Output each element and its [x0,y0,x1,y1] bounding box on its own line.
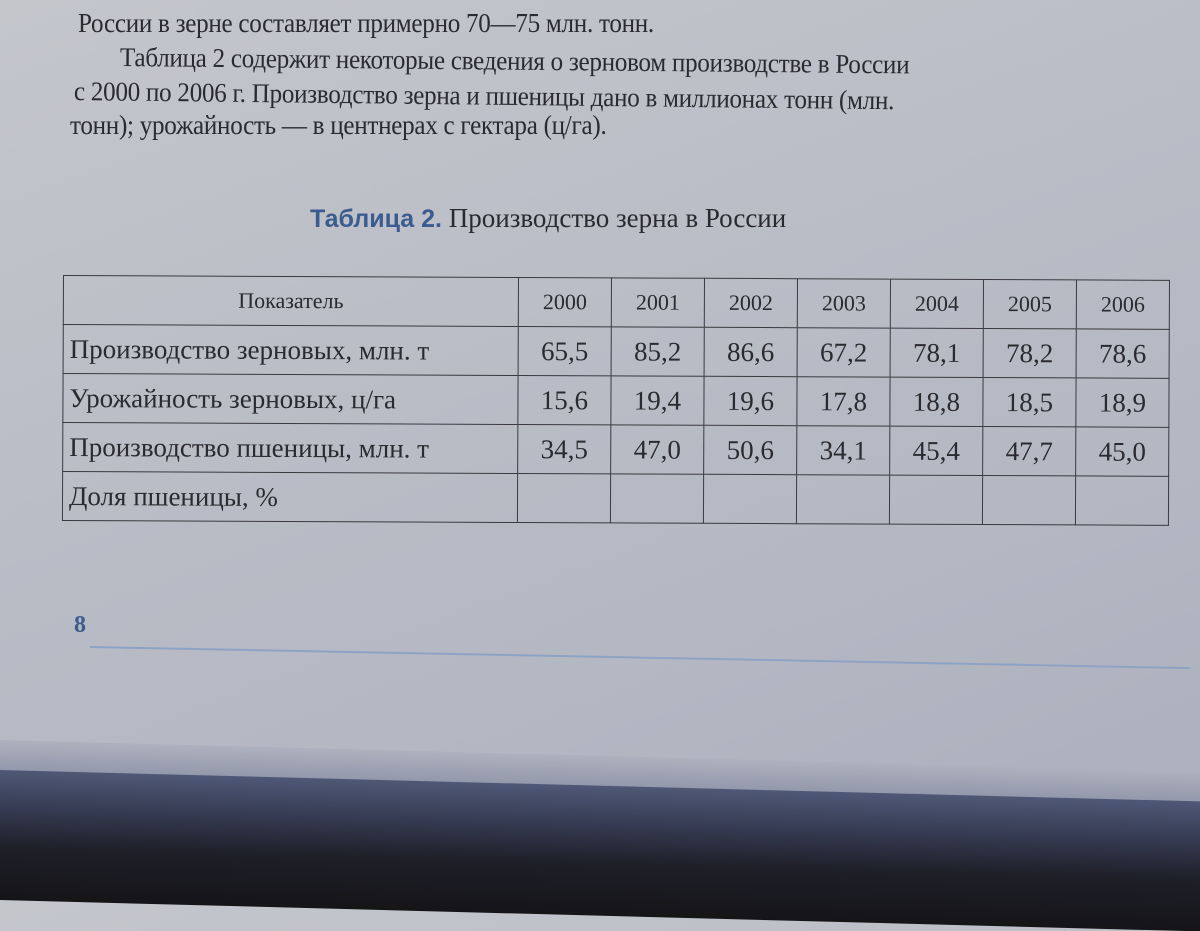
value-cell: 78,1 [890,328,984,378]
table-number: Таблица 2. [310,205,442,233]
table-title: Производство зерна в России [448,203,787,233]
page-number: 8 [74,612,86,638]
value-cell [982,475,1076,525]
value-cell: 45,4 [889,426,983,476]
value-cell: 45,0 [1075,426,1169,477]
value-cell: 19,6 [703,376,798,426]
row-label: Урожайность зерновых, ц/га [62,373,519,425]
value-cell [889,475,983,525]
value-cell: 18,5 [982,377,1077,427]
value-cell: 65,5 [518,326,612,376]
value-cell [703,474,797,524]
header-cell-year: 2005 [983,279,1077,329]
value-cell [517,473,611,523]
table-row: Урожайность зерновых, ц/га 15,6 19,4 19,6 17… [62,373,1170,428]
value-cell [1075,475,1169,526]
value-cell: 15,6 [517,375,612,425]
value-cell: 86,6 [704,327,798,377]
value-cell: 50,6 [703,425,797,475]
value-cell [610,473,704,524]
value-cell: 34,5 [517,424,611,474]
value-cell: 34,1 [796,425,890,476]
table-header-row: Показатель 2000 2001 2002 2003 2004 2005 2006 [63,275,1170,330]
value-cell: 78,6 [1076,328,1170,379]
value-cell: 18,9 [1075,377,1170,428]
paragraph-line: тонн); урожайность — в центнерах с гекта… [70,110,607,140]
value-cell: 78,2 [983,328,1077,378]
header-cell-year: 2006 [1076,279,1170,330]
table-caption: Таблица 2. Производство зерна в России [310,203,786,234]
header-cell-year: 2003 [797,278,891,329]
paragraph-line: России в зерне составляет примерно 70—75… [78,8,654,38]
header-cell-year: 2001 [611,277,705,328]
table-row: Доля пшеницы, % [62,471,1169,526]
value-cell: 67,2 [797,327,891,378]
paragraph-line: Таблица 2 содержит некоторые сведения о … [119,42,910,80]
header-cell-year: 2004 [890,279,984,329]
header-cell-year: 2000 [518,277,612,327]
value-cell: 47,0 [610,424,704,475]
table-row: Производство зерновых, млн. т 65,5 85,2 86,… [63,324,1170,379]
value-cell: 18,8 [889,377,984,427]
value-cell: 85,2 [611,326,705,377]
header-cell-year: 2002 [704,278,798,328]
row-label: Доля пшеницы, % [62,471,518,523]
row-label: Производство пшеницы, млн. т [62,422,518,474]
header-cell-indicator: Показатель [63,275,519,327]
row-label: Производство зерновых, млн. т [63,324,519,376]
grain-table: Показатель 2000 2001 2002 2003 2004 2005 2006 П… [62,275,1170,526]
table-row: Производство пшеницы, млн. т 34,5 47,0 50,6… [62,422,1169,477]
value-cell [796,474,890,525]
value-cell: 19,4 [610,375,705,426]
footer-rule [89,646,1190,669]
value-cell: 17,8 [796,376,891,427]
value-cell: 47,7 [982,426,1076,476]
